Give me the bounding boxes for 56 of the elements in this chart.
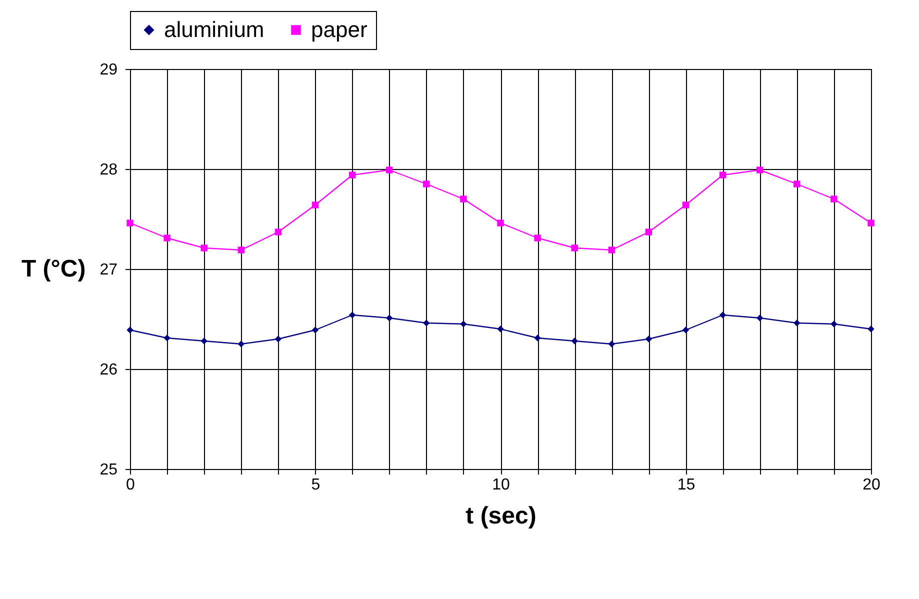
point [645, 228, 652, 236]
point [682, 326, 690, 334]
x-tick-label: 5 [311, 476, 320, 494]
point [794, 180, 800, 188]
point [126, 326, 134, 334]
point [756, 314, 764, 322]
x-tick-label: 0 [126, 476, 136, 494]
point [312, 326, 319, 334]
point [238, 340, 245, 348]
y-tick-label: 25 [100, 462, 118, 478]
x-tick-label: 15 [677, 476, 696, 494]
y-tick-label: 26 [100, 362, 118, 378]
point [348, 312, 356, 318]
point [794, 320, 800, 326]
point [164, 234, 170, 242]
point [460, 320, 467, 328]
point [312, 202, 319, 208]
point [868, 326, 874, 332]
point [200, 244, 208, 252]
point [238, 246, 245, 254]
point [830, 196, 838, 202]
point [756, 166, 764, 174]
y-tick-label: 28 [100, 162, 118, 178]
point [497, 220, 504, 226]
point [274, 336, 282, 342]
point [719, 172, 726, 178]
point [682, 202, 690, 208]
point [534, 334, 541, 342]
point [868, 220, 874, 226]
point [571, 244, 578, 252]
point [719, 312, 726, 318]
point [423, 180, 430, 188]
point [534, 234, 541, 242]
point [571, 338, 578, 344]
point [460, 196, 467, 202]
point [164, 334, 170, 342]
y-tick-label: 29 [100, 62, 118, 78]
point [645, 336, 652, 342]
y-tick-label: 27 [100, 262, 118, 278]
point [348, 172, 356, 178]
point [497, 326, 504, 332]
point [386, 314, 393, 322]
point [200, 338, 208, 344]
point [423, 320, 430, 326]
legend-label: paper [311, 17, 368, 42]
x-axis-title: t (sec) [466, 502, 536, 530]
y-axis-title: T (°C) [21, 256, 86, 282]
point [386, 166, 393, 174]
x-tick-label: 10 [492, 476, 510, 494]
x-tick-label: 20 [862, 476, 880, 494]
point [274, 228, 282, 236]
legend-label: aluminium [164, 17, 264, 42]
point [608, 246, 616, 254]
point [608, 340, 616, 348]
point [126, 220, 134, 226]
point [830, 320, 838, 328]
